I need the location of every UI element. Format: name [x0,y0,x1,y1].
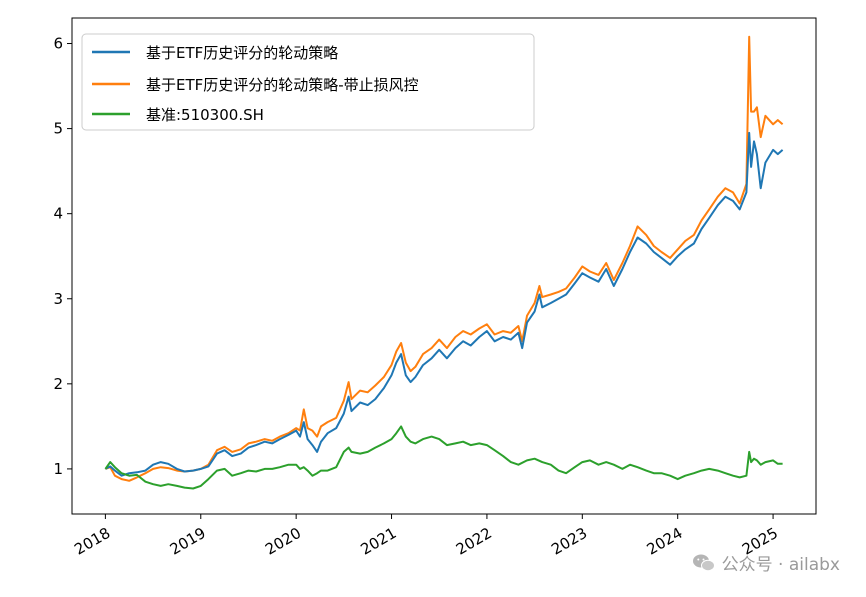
watermark-text: 公众号 · ailabx [721,555,840,575]
legend: 基于ETF历史评分的轮动策略 基于ETF历史评分的轮动策略-带止损风控 基准:5… [81,33,535,131]
series-line-1 [105,35,784,482]
legend-label-strategy: 基于ETF历史评分的轮动策略 [146,44,338,62]
y-tick-label: 3 [53,290,63,308]
legend-label-benchmark: 基准:510300.SH [146,106,264,124]
y-tick-label: 6 [53,35,63,53]
watermark: 公众号 · ailabx [692,550,840,575]
y-tick-label: 4 [53,205,63,223]
legend-label-strategy-stoploss: 基于ETF历史评分的轮动策略-带止损风控 [146,76,419,94]
series-layer [104,35,784,490]
legend-box [81,33,535,131]
plot-area-frame [71,17,817,515]
y-tick-label: 2 [53,375,63,393]
wechat-icon [692,554,715,571]
y-tick-label: 1 [53,460,63,478]
y-tick-label: 5 [53,120,63,138]
series-line-2 [104,425,783,490]
series-line-0 [104,131,784,477]
